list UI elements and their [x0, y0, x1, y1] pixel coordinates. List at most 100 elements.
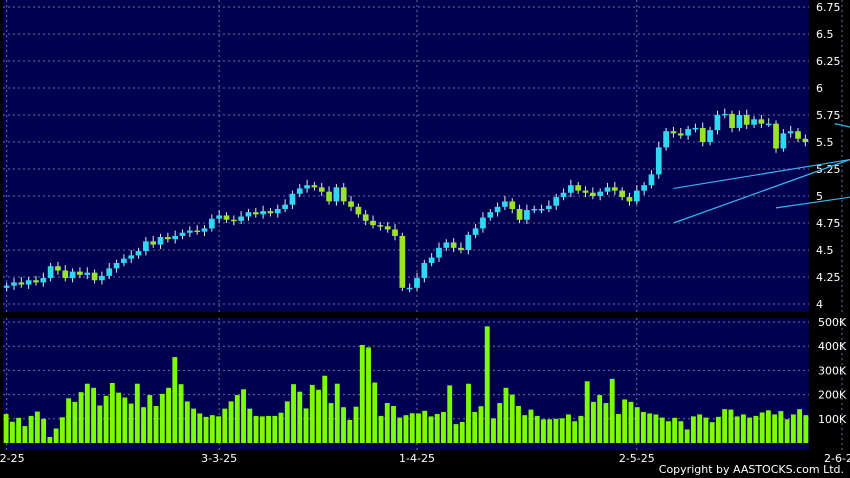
volume-bar: [359, 344, 365, 443]
volume-bar: [116, 392, 122, 443]
candle-body: [113, 262, 120, 269]
volume-bar: [391, 405, 396, 443]
candle: [509, 198, 516, 214]
candle: [77, 267, 83, 279]
volume-bar: [247, 408, 253, 443]
candle: [260, 205, 266, 219]
volume-bar: [347, 420, 353, 443]
candle: [296, 184, 303, 198]
candle: [729, 110, 735, 133]
candle: [230, 215, 237, 226]
volume-bar: [547, 419, 553, 443]
candle: [597, 188, 604, 201]
candle-body: [597, 191, 604, 196]
volume-bar: [578, 415, 584, 443]
candle: [208, 214, 215, 232]
candle-body: [384, 226, 391, 230]
candle: [538, 204, 545, 214]
candle-body: [553, 197, 560, 206]
volume-bar: [303, 408, 309, 443]
volume-bar: [722, 409, 728, 443]
candle-body: [216, 215, 223, 219]
volume-bar: [428, 416, 434, 443]
volume-bar: [684, 429, 690, 443]
volume-bar: [603, 403, 609, 443]
candle: [802, 134, 809, 147]
candle-body: [62, 270, 69, 279]
candle-body: [736, 115, 743, 128]
candle: [355, 203, 362, 218]
candle: [3, 282, 10, 292]
copyright-notice: Copyright by AASTOCKS.com Ltd.: [658, 463, 844, 476]
candle: [589, 187, 596, 200]
candle: [135, 247, 142, 259]
price-tick-label: 4.75: [816, 217, 841, 230]
x-axis: 3-2-253-3-251-4-252-5-252-6-252-7-25: [0, 452, 850, 465]
x-tick-label: 1-4-25: [399, 452, 435, 465]
volume-bar: [553, 418, 559, 443]
volume-bar: [228, 401, 234, 443]
volume-bar: [222, 408, 228, 443]
candle: [340, 183, 347, 205]
volume-bar: [541, 419, 546, 443]
candle-body: [208, 218, 215, 229]
volume-bar: [209, 415, 215, 443]
candle: [165, 232, 171, 243]
candle: [472, 224, 479, 239]
candle: [318, 183, 325, 196]
candle-body: [201, 228, 208, 232]
volume-bar: [672, 417, 678, 443]
candle: [751, 116, 757, 128]
volume-bar: [647, 413, 653, 443]
candle-body: [99, 275, 105, 281]
candle-body: [751, 119, 757, 125]
price-tick-label: 4.5: [816, 244, 834, 257]
candle-body: [69, 271, 76, 279]
volume-bar: [534, 415, 540, 443]
volume-bar: [166, 387, 172, 443]
candle: [604, 183, 611, 195]
channel-lower-line: [775, 196, 850, 209]
candle-body: [252, 212, 259, 215]
volume-bar: [566, 414, 571, 443]
volume-bar: [284, 401, 290, 443]
candle-body: [714, 115, 721, 131]
candle: [516, 204, 523, 223]
candle-body: [47, 266, 54, 279]
candle: [758, 115, 765, 128]
candle-body: [458, 247, 464, 250]
volume-bar: [409, 413, 415, 443]
volume-bar: [53, 428, 59, 443]
candle: [568, 179, 574, 198]
candle: [406, 283, 413, 293]
volume-bar: [659, 417, 665, 443]
volume-bar: [378, 415, 384, 443]
volume-bar: [34, 411, 40, 443]
candle: [714, 110, 721, 135]
candle: [699, 122, 706, 147]
candle: [326, 186, 332, 205]
trend-channel: [673, 123, 850, 224]
candle-body: [685, 129, 691, 136]
candle-body: [340, 187, 347, 202]
candle: [787, 125, 794, 138]
volume-bar: [91, 387, 97, 443]
candle-body: [230, 219, 237, 222]
volume-bar: [272, 415, 278, 443]
candle-body: [582, 190, 589, 193]
volume-tick-label: 100K: [818, 413, 847, 426]
price-tick-label: 4.25: [816, 271, 841, 284]
candle: [362, 210, 369, 226]
candle: [780, 129, 787, 152]
x-tick-label: 3-3-25: [201, 452, 237, 465]
candle-body: [692, 127, 699, 130]
volume-bar: [184, 401, 190, 443]
candle: [465, 231, 472, 255]
candle: [384, 221, 391, 233]
volume-bar: [141, 407, 147, 443]
candle: [150, 235, 157, 248]
candle: [421, 259, 428, 283]
candle: [553, 193, 560, 211]
volume-bar: [447, 385, 453, 443]
candle-body: [318, 187, 325, 192]
